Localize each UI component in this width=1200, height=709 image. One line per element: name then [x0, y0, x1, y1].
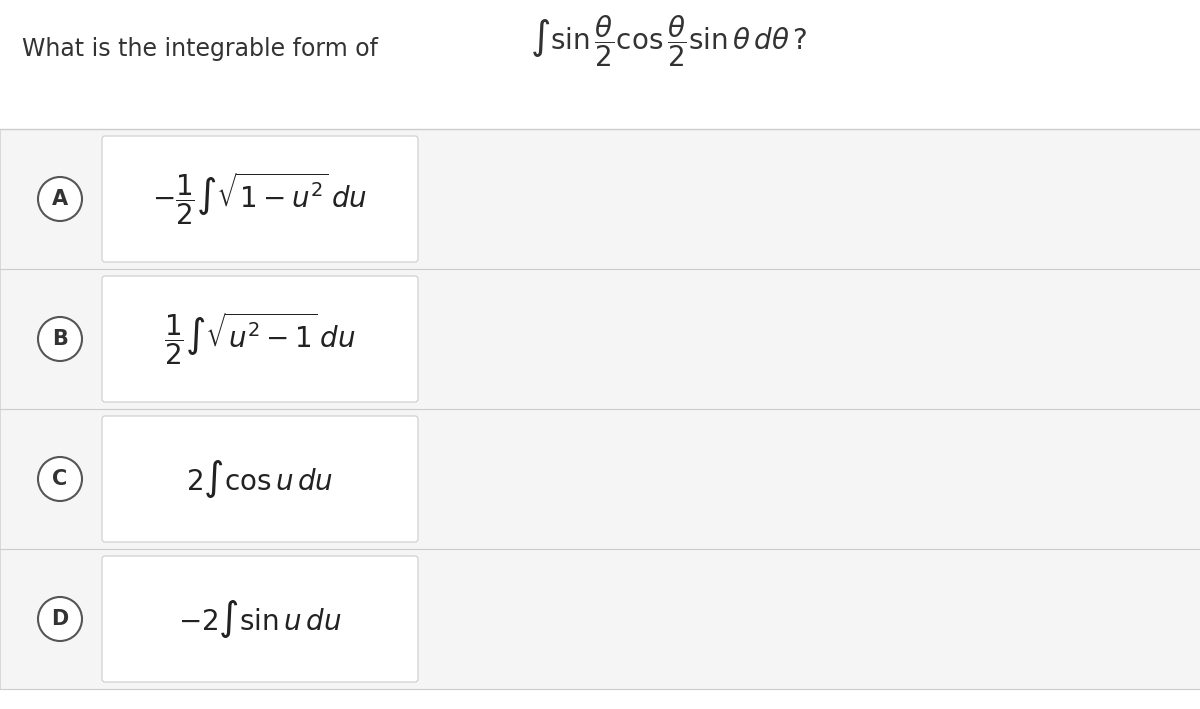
Circle shape — [38, 597, 82, 641]
Text: $\int \sin\dfrac{\theta}{2}\cos\dfrac{\theta}{2}\sin\theta\, d\theta\,?$: $\int \sin\dfrac{\theta}{2}\cos\dfrac{\t… — [530, 13, 808, 69]
Circle shape — [38, 457, 82, 501]
FancyBboxPatch shape — [0, 269, 1200, 409]
Text: $\dfrac{1}{2}\int \sqrt{u^2-1}\, du$: $\dfrac{1}{2}\int \sqrt{u^2-1}\, du$ — [164, 311, 356, 367]
Text: A: A — [52, 189, 68, 209]
FancyBboxPatch shape — [102, 556, 418, 682]
FancyBboxPatch shape — [0, 549, 1200, 689]
FancyBboxPatch shape — [0, 129, 1200, 269]
FancyBboxPatch shape — [0, 0, 1200, 129]
FancyBboxPatch shape — [102, 276, 418, 402]
FancyBboxPatch shape — [102, 416, 418, 542]
Text: $-\dfrac{1}{2}\int \sqrt{1-u^2}\, du$: $-\dfrac{1}{2}\int \sqrt{1-u^2}\, du$ — [152, 171, 367, 228]
Text: What is the integrable form of: What is the integrable form of — [22, 37, 378, 61]
Text: $2\int \cos u\, du$: $2\int \cos u\, du$ — [186, 458, 334, 500]
Text: B: B — [52, 329, 68, 349]
FancyBboxPatch shape — [102, 136, 418, 262]
Circle shape — [38, 317, 82, 361]
Text: D: D — [52, 609, 68, 629]
Circle shape — [38, 177, 82, 221]
Text: $-2\int \sin u\, du$: $-2\int \sin u\, du$ — [178, 598, 342, 640]
FancyBboxPatch shape — [0, 409, 1200, 549]
Text: C: C — [53, 469, 67, 489]
